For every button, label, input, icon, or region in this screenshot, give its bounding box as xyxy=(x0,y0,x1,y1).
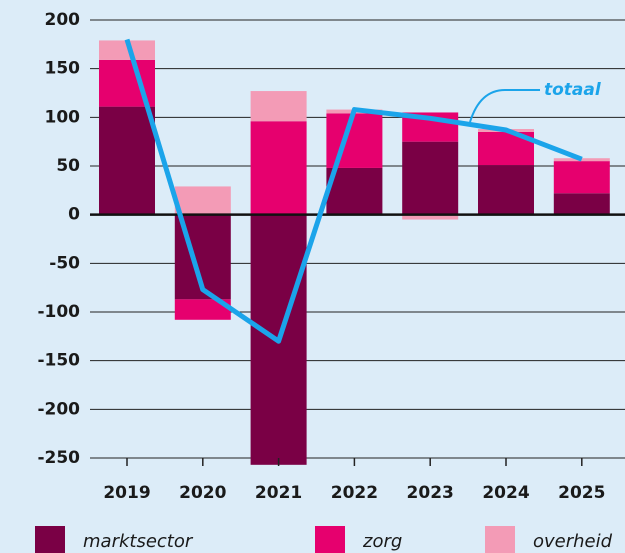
y-tick-label: -150 xyxy=(37,351,80,371)
annotation-leader xyxy=(469,89,540,123)
y-tick-label: 200 xyxy=(45,10,81,30)
x-tick-label: 2019 xyxy=(103,483,150,503)
bar xyxy=(326,113,383,168)
bar xyxy=(250,121,307,215)
x-tick-label: 2022 xyxy=(331,483,378,503)
bar xyxy=(402,214,459,220)
bar xyxy=(99,40,155,60)
y-tick-label: 150 xyxy=(45,59,81,79)
y-tick-label: 50 xyxy=(56,156,80,176)
total-line xyxy=(124,38,583,344)
bar xyxy=(553,193,610,215)
bar xyxy=(478,165,534,215)
bar xyxy=(326,167,383,215)
bar xyxy=(553,161,610,194)
x-tick-label: 2024 xyxy=(482,483,529,503)
x-tick-label: 2021 xyxy=(255,483,302,503)
y-tick-label: 0 xyxy=(68,205,80,225)
bar xyxy=(553,158,610,162)
bar xyxy=(174,186,231,215)
legend-swatch xyxy=(485,526,515,553)
legend-label: zorg xyxy=(362,531,402,552)
annotation: totaal xyxy=(544,80,602,100)
legend-label: overheid xyxy=(533,531,613,552)
x-tick-label: 2020 xyxy=(179,483,226,503)
bar xyxy=(402,141,459,215)
y-tick-label: -100 xyxy=(37,302,80,322)
y-tick-label: -200 xyxy=(37,399,80,419)
y-tick-label: -250 xyxy=(37,448,80,468)
x-tick-label: 2023 xyxy=(407,483,454,503)
y-tick-label: 100 xyxy=(45,107,81,127)
legend-label: marktsector xyxy=(83,531,194,552)
y-tick-label: -50 xyxy=(49,253,80,273)
legend-swatch xyxy=(315,526,345,553)
legend-swatch xyxy=(35,526,65,553)
bar xyxy=(250,91,307,122)
bar xyxy=(174,299,231,320)
bar xyxy=(99,106,155,215)
x-tick-label: 2025 xyxy=(558,483,605,503)
